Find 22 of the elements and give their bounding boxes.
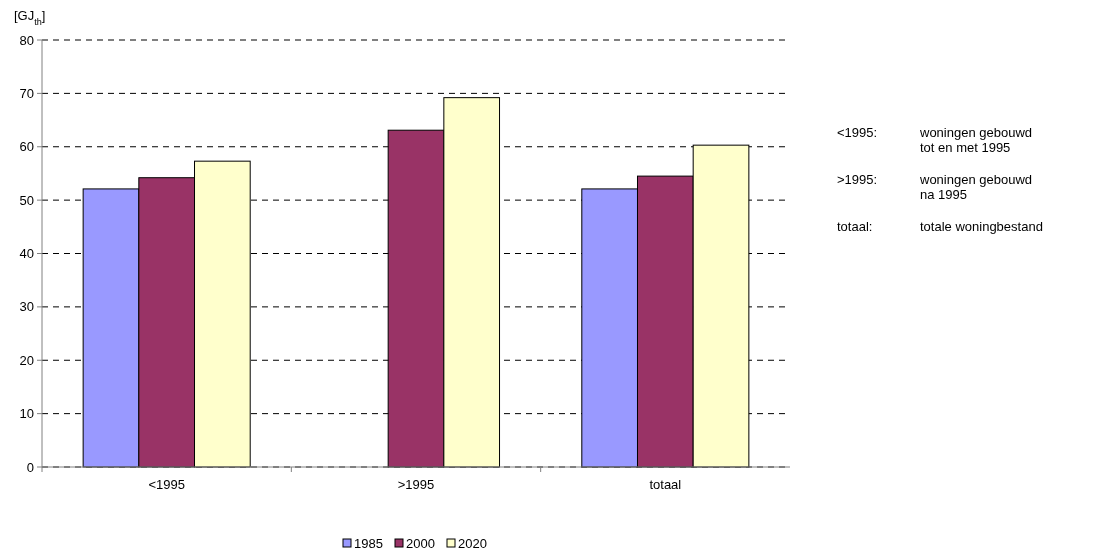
legend-label: 2020 <box>458 536 487 551</box>
y-tick-label: 60 <box>19 139 34 155</box>
legend-label: 1985 <box>354 536 383 551</box>
y-tick-label: 50 <box>19 192 34 208</box>
text: woningen gebouwd na 1995 <box>919 172 1033 202</box>
text: >1995: <box>837 172 878 187</box>
y-tick-label: 30 <box>19 299 34 315</box>
x-tick-label: <1995 <box>148 477 185 492</box>
y-tick-label: 10 <box>19 406 34 422</box>
legend-label: 2000 <box>406 536 435 551</box>
y-tick-label: 20 <box>19 352 34 368</box>
y-tick-label: 80 <box>19 32 34 48</box>
y-axis-title: [GJ$_{th}$] <box>14 8 46 27</box>
text: <1995: <box>837 125 878 140</box>
text: totaal: <box>837 219 873 234</box>
text: woningen gebouwd tot en met 1995 <box>919 125 1033 155</box>
x-tick-label: totaal <box>649 477 682 492</box>
y-tick-label: 70 <box>19 85 34 101</box>
y-tick-label: 40 <box>19 246 34 262</box>
y-tick-label: 0 <box>26 459 34 475</box>
x-tick-label: >1995 <box>397 477 435 492</box>
text: totale woningbestand <box>920 219 1043 234</box>
